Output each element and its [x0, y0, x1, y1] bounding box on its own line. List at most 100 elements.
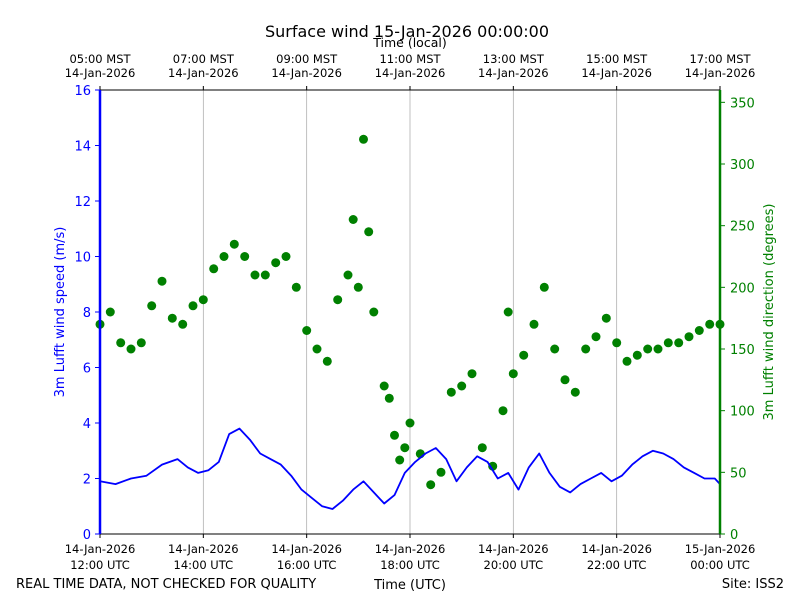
x-tick-date-label: 14-Jan-2026 [65, 542, 136, 556]
site-label: Site: ISS2 [722, 577, 784, 592]
top-tick-time-label: 17:00 MST [689, 52, 751, 66]
wind-direction-point [457, 381, 467, 391]
left-axis-ticks: 0 2 4 6 8 10 12 14 16 [74, 84, 100, 543]
wind-direction-point [271, 258, 281, 268]
wind-direction-point [694, 326, 704, 335]
x-tick-time-label: 00:00 UTC [690, 558, 750, 572]
wind-direction-point [343, 270, 353, 280]
left-tick-label: 10 [74, 251, 91, 266]
chart-title: Surface wind 15-Jan-2026 00:00:00 [265, 22, 549, 41]
wind-direction-point [405, 418, 415, 428]
top-tick-time-label: 09:00 MST [276, 52, 338, 66]
wind-direction-point [663, 338, 673, 348]
wind-direction-point [198, 295, 208, 305]
wind-direction-point [653, 344, 663, 354]
wind-direction-point [643, 344, 653, 354]
wind-direction-point [508, 369, 518, 379]
wind-direction-point [498, 406, 508, 416]
wind-direction-point [178, 319, 188, 329]
wind-direction-point [632, 350, 642, 360]
wind-direction-point [560, 375, 570, 385]
wind-direction-point [209, 264, 219, 274]
x-tick-time-label: 16:00 UTC [277, 558, 337, 572]
top-axis-label: Time (local) [372, 35, 446, 50]
x-tick-date-label: 14-Jan-2026 [478, 542, 549, 556]
top-tick-date-label: 14-Jan-2026 [375, 66, 446, 80]
top-tick-time-label: 15:00 MST [586, 52, 648, 66]
wind-direction-point [312, 344, 322, 354]
wind-direction-point [229, 239, 239, 249]
x-tick-time-label: 12:00 UTC [70, 558, 130, 572]
wind-speed-line [99, 427, 721, 510]
wind-direction-point [333, 295, 343, 305]
wind-direction-point [612, 338, 622, 348]
x-axis-label: Time (UTC) [373, 578, 446, 593]
top-tick-date-label: 14-Jan-2026 [581, 66, 652, 80]
top-tick-time-label: 11:00 MST [379, 52, 441, 66]
wind-direction-point [147, 301, 157, 311]
left-tick-label: 2 [83, 473, 91, 488]
x-tick-date-label: 15-Jan-2026 [685, 542, 756, 556]
right-tick-label: 200 [730, 281, 755, 296]
wind-direction-point [529, 319, 539, 329]
series-wind-direction [95, 134, 725, 490]
wind-direction-point [116, 338, 126, 348]
quality-disclaimer: REAL TIME DATA, NOT CHECKED FOR QUALITY [16, 577, 316, 592]
wind-direction-point [105, 307, 115, 317]
wind-direction-point [467, 369, 477, 379]
top-tick-time-label: 05:00 MST [69, 52, 131, 66]
wind-direction-point [219, 252, 229, 261]
top-tick-time-label: 13:00 MST [483, 52, 545, 66]
wind-direction-point [359, 134, 368, 144]
wind-direction-point [167, 313, 177, 323]
top-tick-date-label: 14-Jan-2026 [168, 66, 239, 80]
wind-direction-point [348, 215, 358, 224]
wind-direction-point [400, 443, 410, 453]
left-tick-label: 4 [83, 417, 91, 432]
wind-direction-point [477, 443, 487, 453]
wind-direction-point [570, 387, 580, 397]
right-tick-label: 0 [730, 528, 738, 543]
x-tick-time-label: 14:00 UTC [174, 558, 234, 572]
right-tick-label: 300 [730, 158, 755, 173]
wind-direction-point [136, 338, 146, 348]
wind-direction-point [539, 282, 549, 292]
wind-direction-point [250, 270, 260, 280]
right-tick-label: 100 [730, 405, 755, 420]
x-tick-date-label: 14-Jan-2026 [375, 542, 446, 556]
left-tick-label: 8 [83, 306, 91, 321]
wind-direction-point [369, 307, 379, 317]
right-tick-label: 350 [730, 96, 755, 111]
wind-direction-point [705, 319, 715, 329]
wind-direction-point [426, 480, 436, 490]
left-tick-label: 0 [83, 528, 91, 543]
wind-direction-point [395, 455, 405, 465]
wind-direction-point [188, 301, 198, 311]
x-tick-time-label: 22:00 UTC [587, 558, 647, 572]
wind-direction-point [364, 227, 374, 237]
wind-direction-point [488, 461, 498, 471]
x-tick-date-label: 14-Jan-2026 [581, 542, 652, 556]
x-tick-date-label: 14-Jan-2026 [168, 542, 239, 556]
wind-direction-point [519, 350, 529, 360]
left-tick-label: 16 [74, 84, 91, 99]
x-tick-time-label: 20:00 UTC [484, 558, 544, 572]
wind-direction-point [291, 282, 301, 292]
wind-direction-point [390, 430, 399, 440]
x-tick-date-label: 14-Jan-2026 [271, 542, 342, 556]
top-tick-date-label: 14-Jan-2026 [685, 66, 756, 80]
wind-direction-point [157, 276, 167, 286]
wind-direction-point [281, 252, 291, 261]
wind-direction-point [581, 344, 591, 354]
wind-direction-point [436, 467, 446, 477]
wind-direction-point [384, 393, 394, 403]
wind-direction-point [591, 332, 601, 342]
wind-direction-point [674, 338, 684, 348]
top-tick-date-label: 14-Jan-2026 [65, 66, 136, 80]
left-axis-label: 3m Lufft wind speed (m/s) [53, 227, 68, 398]
wind-direction-point [622, 356, 632, 366]
wind-direction-point [302, 326, 312, 335]
right-axis-label: 3m Lufft wind direction (degrees) [762, 204, 777, 421]
